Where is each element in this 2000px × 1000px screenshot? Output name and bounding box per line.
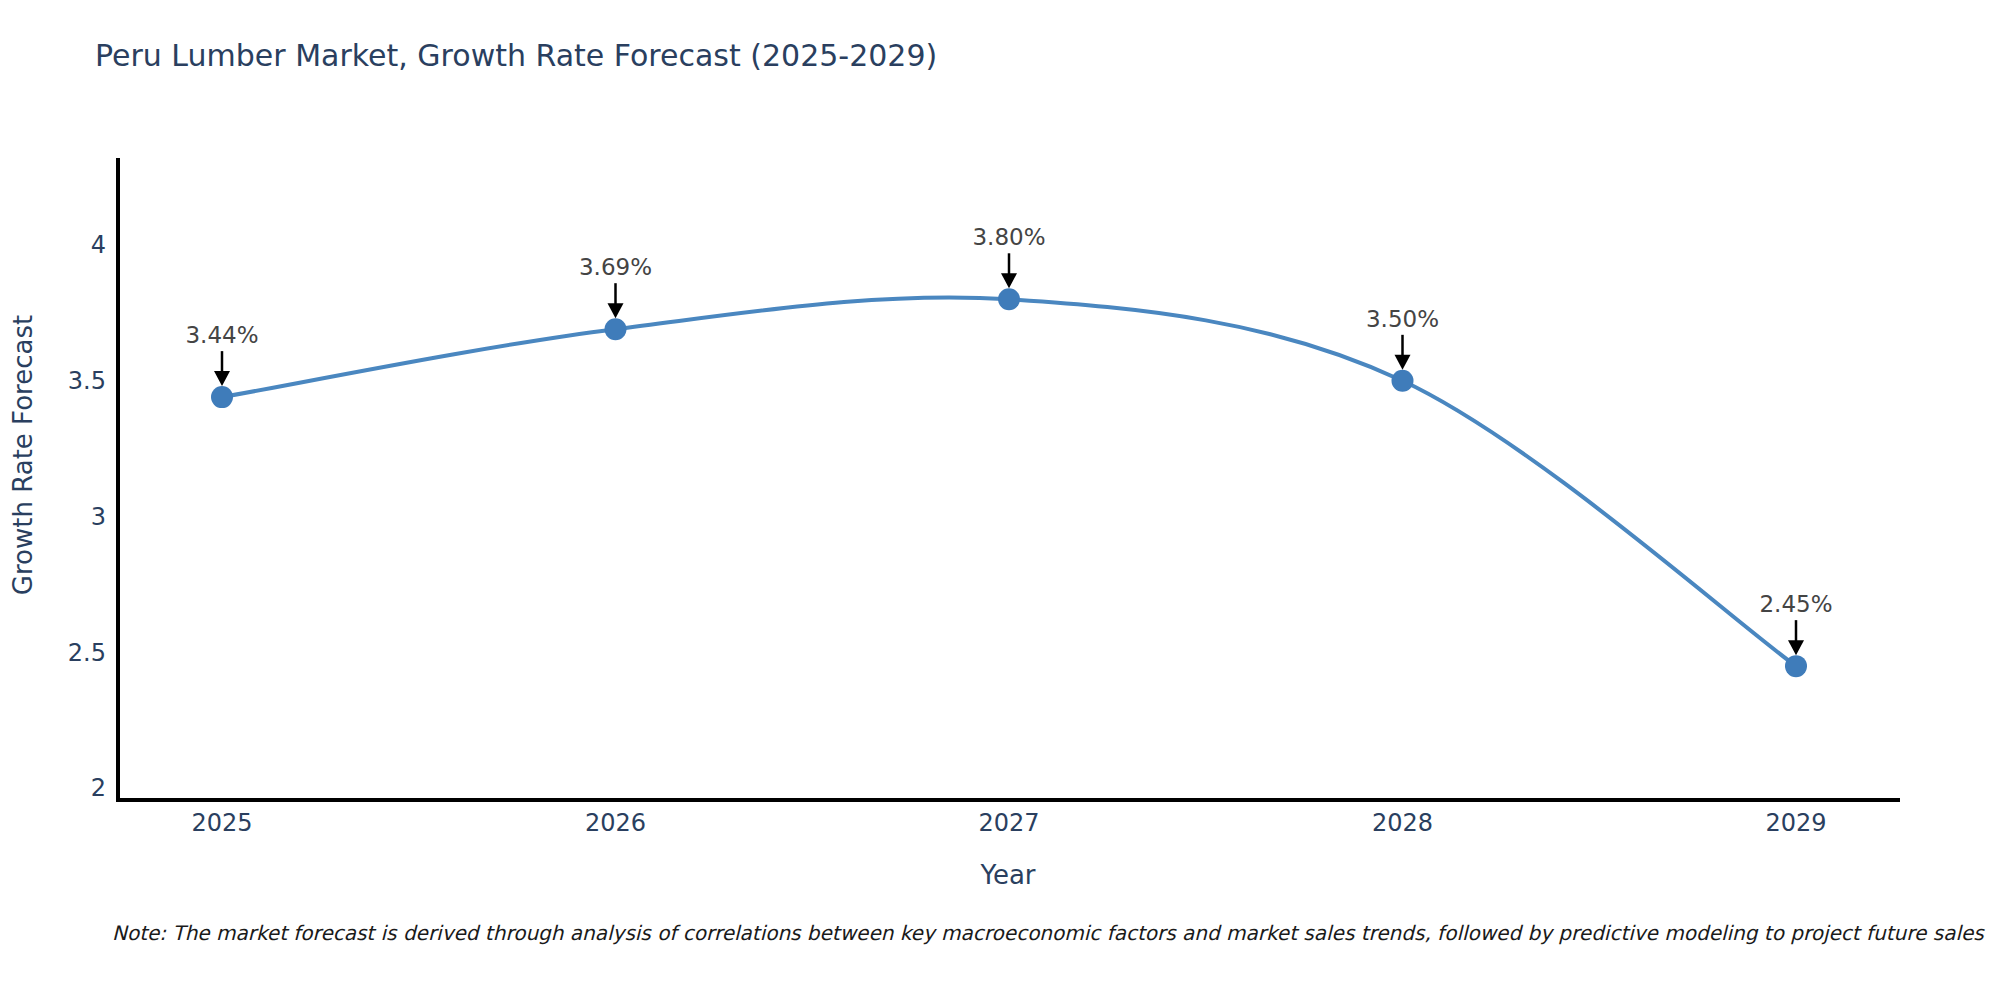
y-tick-3.5: 3.5 bbox=[68, 367, 106, 395]
y-tick-2: 2 bbox=[91, 774, 106, 802]
annotation-arrowhead-icon bbox=[1001, 273, 1017, 288]
x-tick-2029: 2029 bbox=[1765, 809, 1826, 837]
point-label-2025: 3.44% bbox=[185, 322, 258, 348]
data-point-2029[interactable] bbox=[1785, 655, 1807, 677]
data-point-2025[interactable] bbox=[211, 386, 233, 408]
chart-canvas: Peru Lumber Market, Growth Rate Forecast… bbox=[0, 0, 2000, 1000]
y-tick-3: 3 bbox=[91, 503, 106, 531]
annotation-arrowhead-icon bbox=[1395, 355, 1411, 370]
y-axis-tick-labels: 2 2.5 3 3.5 4 bbox=[68, 231, 106, 802]
data-point-2027[interactable] bbox=[998, 288, 1020, 310]
y-tick-4: 4 bbox=[91, 231, 106, 259]
x-tick-2026: 2026 bbox=[585, 809, 646, 837]
line-chart: 3.44% 3.69% 3.80% 3.50% 2.45% 2 2.5 3 3.5 4 2025… bbox=[0, 0, 2000, 1000]
x-axis-tick-labels: 2025 2026 2027 2028 2029 bbox=[191, 809, 1826, 837]
data-point-2028[interactable] bbox=[1392, 370, 1414, 392]
x-tick-2025: 2025 bbox=[191, 809, 252, 837]
point-label-2029: 2.45% bbox=[1759, 591, 1832, 617]
x-tick-2028: 2028 bbox=[1372, 809, 1433, 837]
trend-line bbox=[222, 297, 1796, 666]
y-tick-2.5: 2.5 bbox=[68, 639, 106, 667]
series-line bbox=[222, 297, 1796, 666]
point-label-2027: 3.80% bbox=[972, 224, 1045, 250]
data-point-2026[interactable] bbox=[605, 318, 627, 340]
annotation-arrowhead-icon bbox=[608, 303, 624, 318]
point-label-2026: 3.69% bbox=[579, 254, 652, 280]
x-axis-title: Year bbox=[979, 860, 1035, 890]
point-label-2028: 3.50% bbox=[1366, 306, 1439, 332]
annotation-arrowhead-icon bbox=[1788, 640, 1804, 655]
y-axis-title: Growth Rate Forecast bbox=[8, 315, 38, 595]
x-tick-2027: 2027 bbox=[978, 809, 1039, 837]
annotation-arrowhead-icon bbox=[214, 371, 230, 386]
series-markers bbox=[211, 288, 1807, 677]
footnote: Note: The market forecast is derived thr… bbox=[112, 921, 1984, 945]
